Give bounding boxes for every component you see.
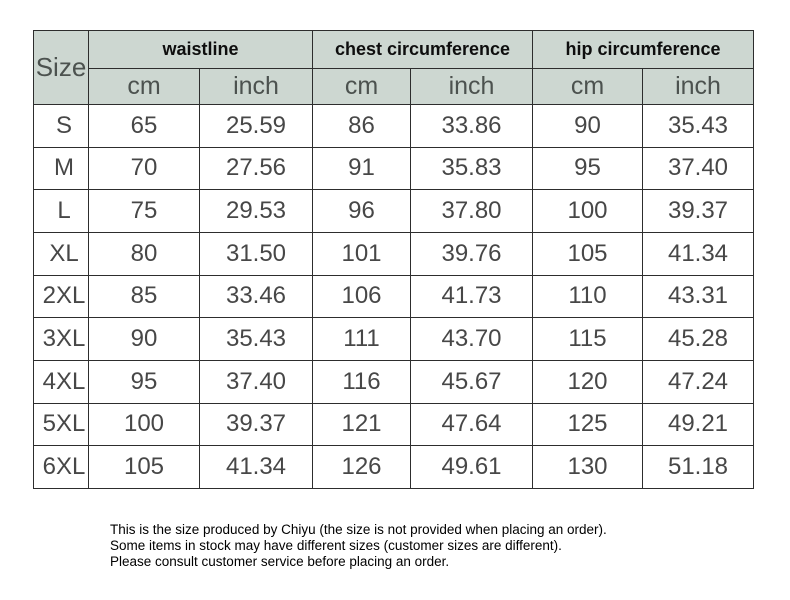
- value-cell: 130: [532, 445, 643, 489]
- size-cell: 6XL: [33, 445, 89, 489]
- value-cell: 47.64: [410, 402, 533, 447]
- value-cell: 90: [532, 104, 643, 148]
- chest-cm-header: cm: [312, 68, 411, 105]
- value-cell: 126: [312, 445, 411, 489]
- chest-inch-header: inch: [410, 68, 533, 105]
- table-row: S 65 25.59 86 33.86 90 35.43: [33, 104, 754, 148]
- value-cell: 90: [88, 317, 200, 361]
- table-row: M 70 27.56 91 35.83 95 37.40: [33, 146, 754, 191]
- value-cell: 49.21: [642, 402, 754, 447]
- value-cell: 35.43: [642, 104, 754, 148]
- value-cell: 101: [312, 231, 411, 276]
- size-corner-header: Size: [33, 30, 89, 105]
- value-cell: 41.34: [199, 445, 313, 489]
- value-cell: 39.76: [410, 231, 533, 276]
- value-cell: 116: [312, 359, 411, 404]
- value-cell: 95: [88, 359, 200, 404]
- value-cell: 106: [312, 274, 411, 319]
- value-cell: 41.34: [642, 231, 754, 276]
- size-cell: XL: [33, 231, 89, 276]
- value-cell: 91: [312, 146, 411, 191]
- value-cell: 75: [88, 189, 200, 233]
- size-cell: 2XL: [33, 274, 89, 319]
- value-cell: 125: [532, 402, 643, 447]
- value-cell: 41.73: [410, 274, 533, 319]
- size-cell: M: [33, 146, 89, 191]
- table-row: 6XL 105 41.34 126 49.61 130 51.18: [33, 445, 754, 489]
- value-cell: 39.37: [642, 189, 754, 233]
- hip-inch-header: inch: [642, 68, 754, 105]
- size-chart-table: Size waistline chest circumference hip c…: [33, 30, 754, 489]
- value-cell: 27.56: [199, 146, 313, 191]
- table-row: L 75 29.53 96 37.80 100 39.37: [33, 189, 754, 233]
- waistline-group-header: waistline: [88, 30, 313, 69]
- value-cell: 47.24: [642, 359, 754, 404]
- hip-group-header: hip circumference: [532, 30, 754, 69]
- value-cell: 37.40: [199, 359, 313, 404]
- footer-line-1: This is the size produced by Chiyu (the …: [110, 522, 607, 537]
- table-row: 2XL 85 33.46 106 41.73 110 43.31: [33, 274, 754, 319]
- size-cell: 5XL: [33, 402, 89, 447]
- header-group-row: Size waistline chest circumference hip c…: [33, 30, 754, 105]
- waistline-cm-header: cm: [88, 68, 200, 105]
- value-cell: 37.40: [642, 146, 754, 191]
- value-cell: 96: [312, 189, 411, 233]
- value-cell: 115: [532, 317, 643, 361]
- value-cell: 43.31: [642, 274, 754, 319]
- value-cell: 45.28: [642, 317, 754, 361]
- value-cell: 86: [312, 104, 411, 148]
- footer-line-3: Please consult customer service before p…: [110, 554, 450, 569]
- size-cell: L: [33, 189, 89, 233]
- value-cell: 110: [532, 274, 643, 319]
- value-cell: 105: [532, 231, 643, 276]
- value-cell: 43.70: [410, 317, 533, 361]
- value-cell: 100: [88, 402, 200, 447]
- waistline-inch-header: inch: [199, 68, 313, 105]
- footer-line-2: Some items in stock may have different s…: [110, 538, 562, 553]
- value-cell: 100: [532, 189, 643, 233]
- table-row: 3XL 90 35.43 111 43.70 115 45.28: [33, 317, 754, 361]
- value-cell: 25.59: [199, 104, 313, 148]
- value-cell: 65: [88, 104, 200, 148]
- value-cell: 35.43: [199, 317, 313, 361]
- value-cell: 95: [532, 146, 643, 191]
- value-cell: 120: [532, 359, 643, 404]
- header-unit-row: cm inch cm inch cm inch: [34, 68, 754, 105]
- table-row: 5XL 100 39.37 121 47.64 125 49.21: [33, 402, 754, 447]
- size-cell: 3XL: [33, 317, 89, 361]
- value-cell: 33.86: [410, 104, 533, 148]
- value-cell: 37.80: [410, 189, 533, 233]
- value-cell: 49.61: [410, 445, 533, 489]
- value-cell: 45.67: [410, 359, 533, 404]
- value-cell: 51.18: [642, 445, 754, 489]
- value-cell: 80: [88, 231, 200, 276]
- hip-cm-header: cm: [532, 68, 643, 105]
- table-row: 4XL 95 37.40 116 45.67 120 47.24: [33, 359, 754, 404]
- value-cell: 39.37: [199, 402, 313, 447]
- value-cell: 85: [88, 274, 200, 319]
- value-cell: 31.50: [199, 231, 313, 276]
- value-cell: 33.46: [199, 274, 313, 319]
- footer-note: This is the size produced by Chiyu (the …: [110, 522, 607, 570]
- chest-group-header: chest circumference: [312, 30, 533, 69]
- size-cell: S: [33, 104, 89, 148]
- value-cell: 111: [312, 317, 411, 361]
- value-cell: 105: [88, 445, 200, 489]
- size-cell: 4XL: [33, 359, 89, 404]
- value-cell: 35.83: [410, 146, 533, 191]
- value-cell: 70: [88, 146, 200, 191]
- table-row: XL 80 31.50 101 39.76 105 41.34: [33, 231, 754, 276]
- value-cell: 121: [312, 402, 411, 447]
- value-cell: 29.53: [199, 189, 313, 233]
